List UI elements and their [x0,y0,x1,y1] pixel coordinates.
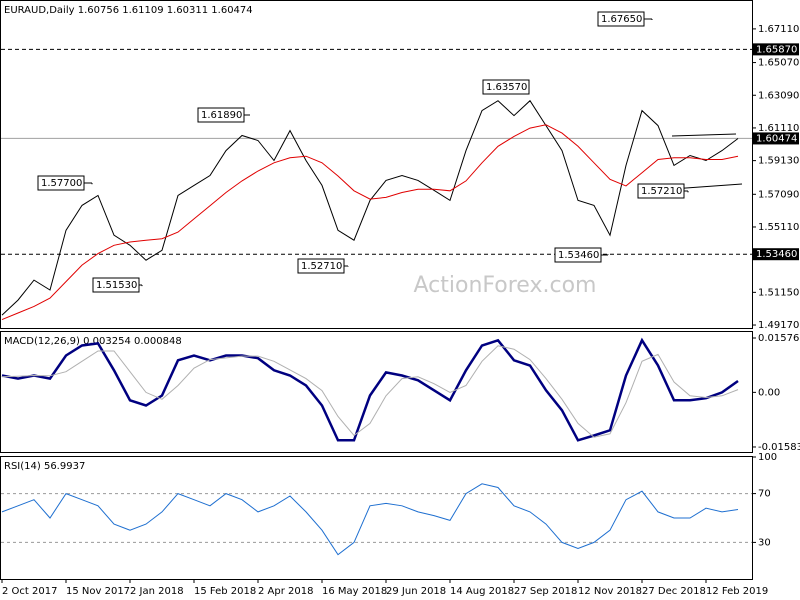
series-line [1,483,739,556]
annotation-label: 1.63570 [486,82,527,93]
x-tick-label: 27 Sep 2018 [514,586,577,597]
y-tick-label: 1.55110 [758,222,799,233]
x-tick-label: 2 Oct 2017 [2,586,57,597]
y-tick-label: 70 [758,489,771,500]
annotation-label: 1.61890 [201,110,242,121]
annotation-box [597,11,645,27]
annotation-label: 1.51530 [96,280,137,291]
y-tick-label: 1.61110 [758,123,799,134]
level-label: 1.53460 [756,249,797,260]
annotation-box [637,183,685,199]
annotation-label: 1.67650 [601,14,642,25]
y-tick-label: 0.015762 [758,333,800,344]
annotation-label: 1.52710 [301,261,342,272]
level-label: 1.60474 [756,133,797,144]
series-line [1,124,739,321]
x-tick-label: 29 Jun 2018 [386,586,446,597]
y-tick-label: 1.51150 [758,287,799,298]
annotation-label: 1.57700 [41,178,82,189]
annotation-box [37,175,85,191]
price-panel [0,0,753,329]
y-tick-label: 100 [758,452,777,463]
trendline [671,133,737,137]
y-tick-label: 1.59130 [758,156,799,167]
annotation-label: 1.53460 [558,250,599,261]
x-tick-label: 16 May 2018 [322,586,387,597]
annotation-label: 1.57210 [641,186,682,197]
panel-title: EURAUD,Daily 1.60756 1.61109 1.60311 1.6… [4,5,253,16]
rsi-panel [0,456,753,580]
x-tick-label: 12 Nov 2018 [578,586,642,597]
annotation-box [92,277,140,293]
y-tick-label: 0.00 [758,387,780,398]
y-tick-label: 1.67110 [758,24,799,35]
y-tick-label: 1.65070 [758,58,799,69]
series-line [1,99,739,316]
series-line [1,337,739,442]
x-tick-label: 15 Nov 2017 [66,586,130,597]
x-tick-label: 2 Jan 2018 [130,586,184,597]
series-line [1,345,739,438]
x-tick-label: 27 Dec 2018 [642,586,706,597]
annotation-box [554,247,602,263]
x-tick-label: 12 Feb 2019 [706,586,768,597]
watermark: ActionForex.com [414,273,597,298]
level-label-box [753,132,799,145]
level-label: 1.65870 [756,44,797,55]
x-tick-label: 2 Apr 2018 [258,586,313,597]
level-label-box [753,43,799,56]
y-tick-label: 1.63090 [758,90,799,101]
annotation-box [197,107,245,123]
y-tick-label: 1.49170 [758,320,799,331]
annotation-box [482,79,530,95]
y-tick-label: -0.015834 [758,442,800,453]
panel-title: MACD(12,26,9) 0.003254 0.000848 [4,336,182,347]
x-tick-label: 14 Aug 2018 [450,586,514,597]
panel-title: RSI(14) 56.9937 [4,461,85,472]
y-tick-label: 30 [758,537,771,548]
annotation-box [297,258,345,274]
y-tick-label: 1.57090 [758,189,799,200]
level-label-box [753,248,799,261]
x-tick-label: 15 Feb 2018 [194,586,256,597]
